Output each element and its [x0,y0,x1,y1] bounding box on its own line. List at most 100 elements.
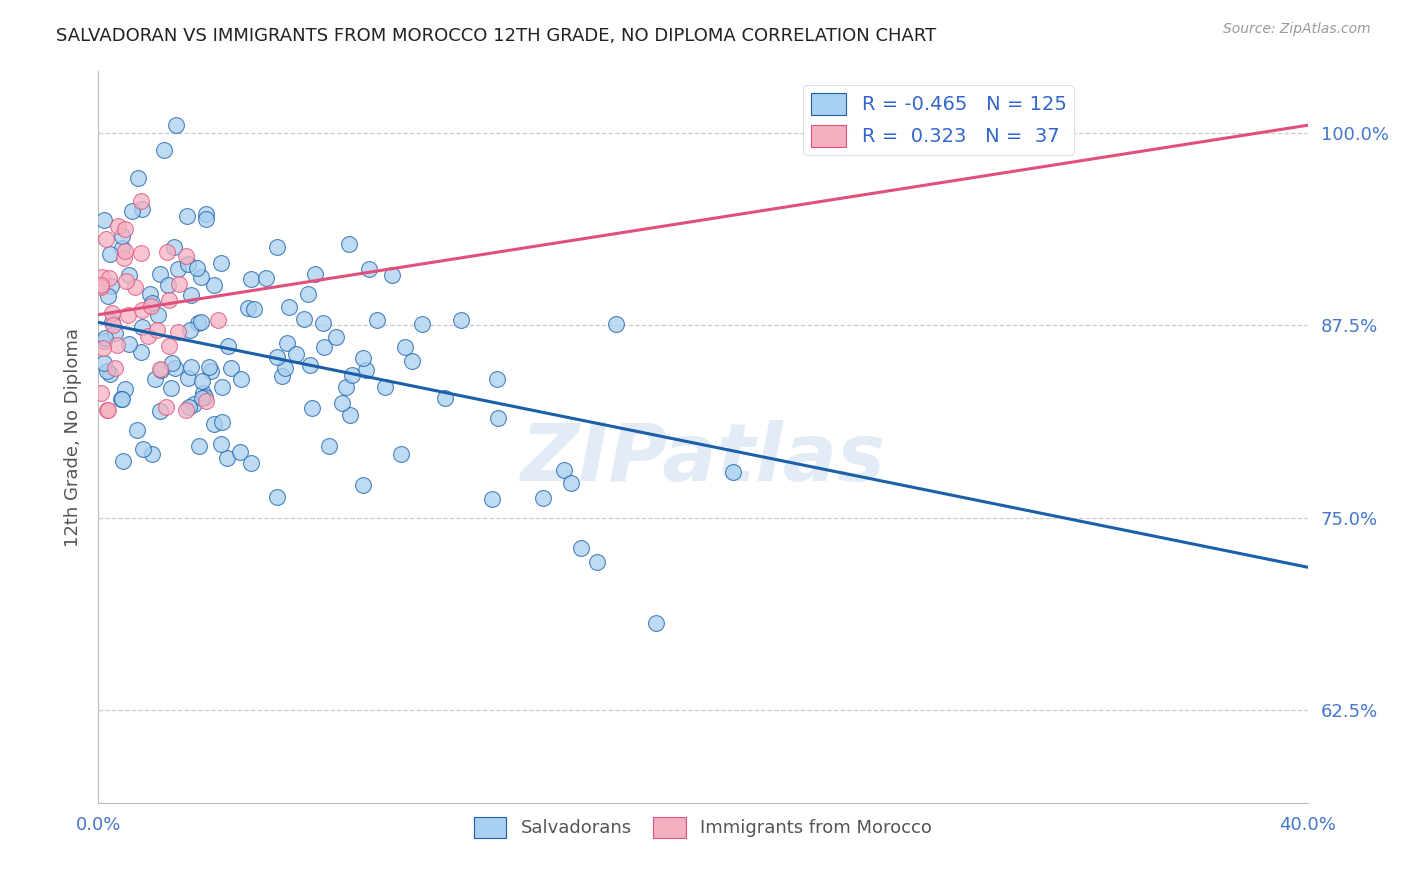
Point [339,408,361,422]
Point [337,237,360,252]
Point [356,362,378,376]
Point [389,447,412,461]
Point [266,350,288,364]
Point [177,401,200,415]
Point [155,401,177,415]
Point [156,245,179,260]
Point [165,361,187,376]
Point [217,339,239,353]
Point [340,368,363,382]
Point [97,289,120,303]
Point [146,309,169,323]
Point [211,415,233,429]
Point [486,372,509,386]
Point [93,356,115,370]
Point [131,202,153,216]
Point [190,314,212,328]
Point [104,360,127,375]
Point [560,476,582,491]
Point [318,439,340,453]
Point [141,299,163,313]
Point [211,379,233,393]
Point [533,491,555,505]
Point [117,308,139,322]
Point [90,278,112,293]
Point [167,326,190,340]
Point [131,302,153,317]
Point [325,330,347,344]
Point [114,222,136,236]
Point [150,363,173,377]
Point [96,403,118,417]
Point [605,317,627,331]
Point [124,280,146,294]
Point [198,360,221,375]
Point [330,396,353,410]
Point [312,340,335,354]
Point [110,392,132,406]
Point [94,231,117,245]
Point [312,316,335,330]
Point [481,491,503,506]
Text: Source: ZipAtlas.com: Source: ZipAtlas.com [1223,22,1371,37]
Point [401,354,423,368]
Point [149,404,172,418]
Point [143,372,166,386]
Point [121,204,143,219]
Point [157,293,180,307]
Point [434,391,457,405]
Point [229,372,252,386]
Point [278,300,301,314]
Point [219,360,242,375]
Point [97,403,120,417]
Point [117,268,139,282]
Point [209,256,232,270]
Point [187,317,209,331]
Point [114,383,136,397]
Point [91,269,114,284]
Point [115,274,138,288]
Point [167,262,190,277]
Point [146,323,169,337]
Point [159,381,181,395]
Point [359,261,381,276]
Point [98,367,121,381]
Point [136,329,159,343]
Point [229,445,252,459]
Point [176,210,198,224]
Y-axis label: 12th Grade, No Diploma: 12th Grade, No Diploma [63,327,82,547]
Point [186,261,208,276]
Point [129,345,152,359]
Point [266,490,288,504]
Point [366,313,388,327]
Point [202,417,225,432]
Point [157,278,180,293]
Point [127,170,149,185]
Point [553,463,575,477]
Point [298,358,321,372]
Point [111,228,134,243]
Point [394,340,416,354]
Point [165,118,187,132]
Point [187,439,209,453]
Point [103,318,125,333]
Point [190,270,212,285]
Point [167,277,190,291]
Point [195,207,218,221]
Point [180,360,202,375]
Point [94,331,117,345]
Point [215,450,238,465]
Point [721,465,744,479]
Point [90,385,112,400]
Point [569,541,592,556]
Point [105,338,128,352]
Point [152,144,174,158]
Point [194,391,217,405]
Point [276,336,298,351]
Point [352,351,374,366]
Point [93,213,115,227]
Text: SALVADORAN VS IMMIGRANTS FROM MOROCCO 12TH GRADE, NO DIPLOMA CORRELATION CHART: SALVADORAN VS IMMIGRANTS FROM MOROCCO 12… [56,27,936,45]
Point [236,301,259,316]
Point [131,246,153,260]
Point [352,477,374,491]
